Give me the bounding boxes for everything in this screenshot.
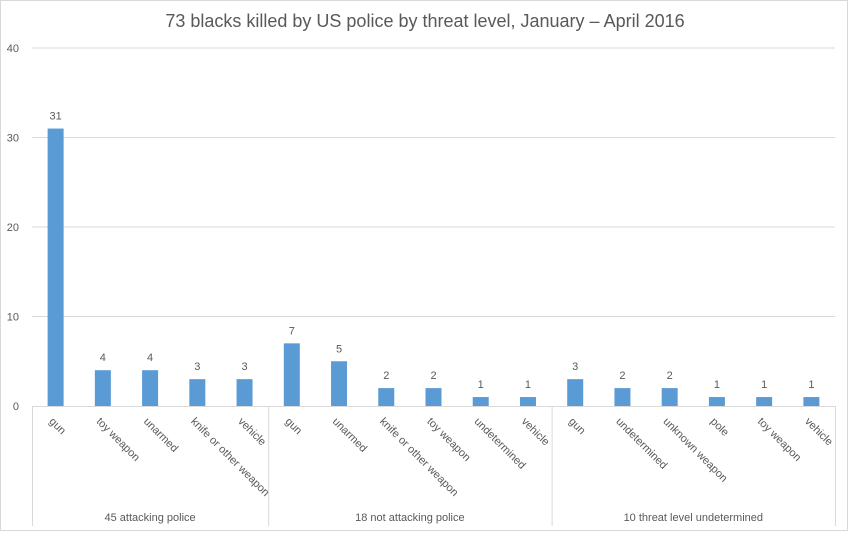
bar — [519, 397, 536, 406]
data-label: 4 — [147, 352, 153, 364]
bar — [378, 388, 395, 406]
bar — [236, 379, 253, 406]
bar — [803, 397, 820, 406]
x-tick-label: knife or other weapon — [377, 416, 460, 499]
data-label: 3 — [194, 361, 200, 373]
data-label: 2 — [619, 370, 625, 382]
bar — [47, 128, 64, 407]
x-tick-label: knife or other weapon — [188, 416, 271, 499]
data-label: 1 — [808, 379, 814, 391]
x-tick-label: toy weapon — [755, 416, 803, 464]
y-tick-label: 20 — [7, 222, 19, 234]
group-label: 18 not attacking police — [355, 512, 464, 524]
bar — [283, 343, 300, 406]
bar — [472, 397, 489, 406]
bar — [94, 370, 111, 406]
bar — [614, 388, 631, 406]
bar — [567, 379, 584, 406]
data-label: 1 — [761, 379, 767, 391]
x-tick-label: pole — [708, 416, 731, 439]
data-label: 3 — [241, 361, 247, 373]
data-label: 1 — [714, 379, 720, 391]
data-label: 7 — [289, 325, 295, 337]
bar — [661, 388, 678, 406]
x-tick-label: gun — [283, 416, 304, 437]
data-label: 4 — [100, 352, 106, 364]
data-label: 3 — [572, 361, 578, 373]
data-label: 5 — [336, 343, 342, 355]
bar — [142, 370, 159, 406]
bar — [425, 388, 442, 406]
group-label: 45 attacking police — [105, 512, 196, 524]
y-tick-label: 30 — [7, 133, 19, 145]
y-tick-label: 40 — [7, 43, 19, 55]
bar — [331, 361, 348, 406]
x-tick-label: toy weapon — [94, 416, 142, 464]
x-tick-label: vehicle — [802, 416, 835, 449]
data-label: 1 — [525, 379, 531, 391]
data-label: 2 — [383, 370, 389, 382]
x-tick-label: gun — [566, 416, 587, 437]
y-tick-label: 0 — [13, 401, 19, 413]
x-tick-label: vehicle — [235, 416, 268, 449]
x-tick-label: unarmed — [330, 416, 369, 455]
data-label: 2 — [430, 370, 436, 382]
chart-title: 73 blacks killed by US police by threat … — [165, 11, 684, 31]
bar — [708, 397, 725, 406]
data-label: 31 — [49, 111, 61, 123]
bar — [756, 397, 773, 406]
group-label: 10 threat level undetermined — [624, 512, 763, 524]
x-tick-label: unarmed — [141, 416, 180, 455]
x-tick-label: toy weapon — [424, 416, 472, 464]
x-tick-label: gun — [46, 416, 67, 437]
bar — [189, 379, 206, 406]
y-tick-label: 10 — [7, 312, 19, 324]
data-label: 1 — [478, 379, 484, 391]
data-label: 2 — [667, 370, 673, 382]
x-tick-label: vehicle — [519, 416, 552, 449]
